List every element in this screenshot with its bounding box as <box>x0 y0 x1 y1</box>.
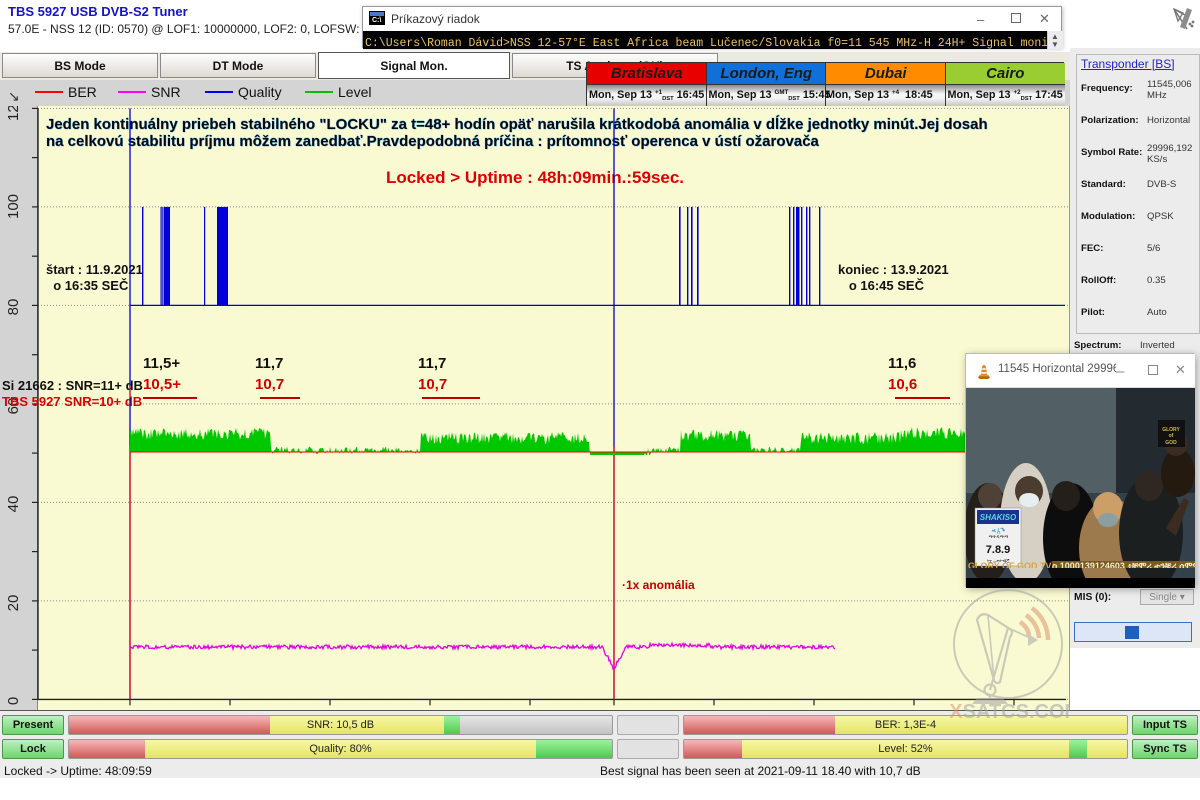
svg-text:11,6: 11,6 <box>888 355 916 372</box>
svg-text:10,5+: 10,5+ <box>143 376 181 393</box>
svg-text:10,7: 10,7 <box>418 376 447 393</box>
svg-text:10,6: 10,6 <box>888 376 917 393</box>
svg-text:11,7: 11,7 <box>255 355 283 372</box>
svg-text:SHAKISO: SHAKISO <box>980 513 1017 522</box>
svg-text:11,5+: 11,5+ <box>143 355 180 372</box>
svg-text:of: of <box>1169 433 1174 439</box>
svg-text:GOD: GOD <box>1165 440 1177 446</box>
svg-text:኎ᎁትዲᎁማ: ኎ᎁትዲᎁማ <box>988 534 1008 539</box>
svg-text:11,7: 11,7 <box>418 355 446 372</box>
svg-text:10,7: 10,7 <box>255 376 284 393</box>
